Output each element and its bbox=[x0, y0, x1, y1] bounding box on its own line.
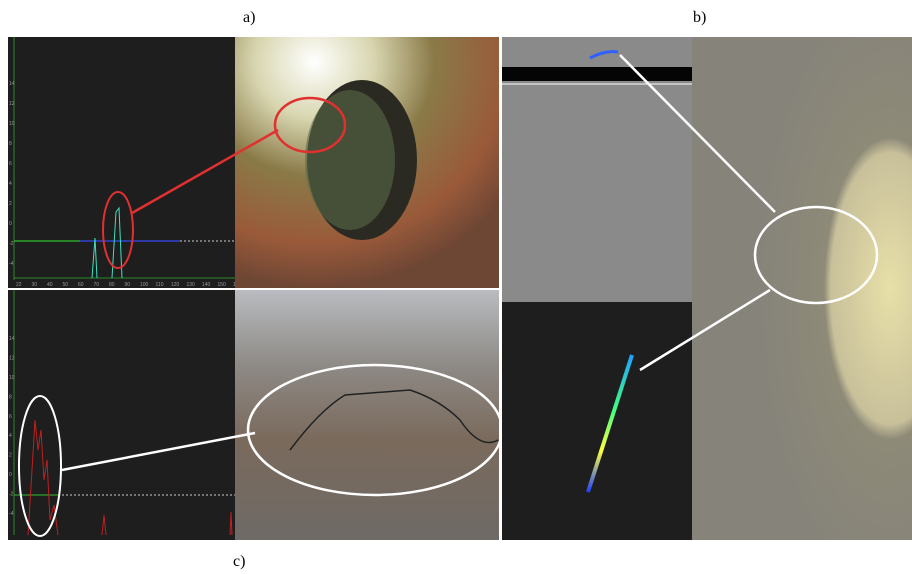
x-tick-label: 130 bbox=[187, 282, 196, 288]
x-tick-label: 50 bbox=[63, 282, 69, 288]
figure: a) b) c) 2230405060708090100110120130140… bbox=[0, 0, 912, 574]
y-tick-label: 14 bbox=[9, 81, 15, 87]
y-tick-label: -4 bbox=[9, 511, 14, 517]
photo bbox=[692, 37, 912, 540]
y-tick-label: 12 bbox=[9, 355, 15, 361]
y-tick-label: -2 bbox=[9, 241, 14, 247]
y-tick-label: 0 bbox=[9, 221, 12, 227]
photo bbox=[235, 290, 500, 540]
x-tick-label: 70 bbox=[94, 282, 100, 288]
x-tick-label: 80 bbox=[109, 282, 115, 288]
signal-plot bbox=[8, 37, 235, 288]
scan-view bbox=[502, 302, 692, 540]
photo-hole bbox=[305, 90, 395, 230]
y-tick-label: -4 bbox=[9, 261, 14, 267]
x-tick-label: 120 bbox=[171, 282, 180, 288]
y-tick-label: 8 bbox=[9, 141, 12, 147]
x-tick-label: 1 bbox=[233, 282, 236, 288]
y-tick-label: 6 bbox=[9, 414, 12, 420]
y-tick-label: 2 bbox=[9, 453, 12, 459]
scan-band bbox=[502, 67, 692, 81]
y-tick-label: 12 bbox=[9, 101, 15, 107]
panel-label: a) bbox=[243, 9, 255, 26]
y-tick-label: -2 bbox=[9, 492, 14, 498]
y-tick-label: 8 bbox=[9, 394, 12, 400]
x-tick-label: 30 bbox=[32, 282, 38, 288]
x-tick-label: 110 bbox=[156, 282, 164, 288]
y-tick-label: 10 bbox=[9, 375, 15, 381]
x-tick-label: 40 bbox=[47, 282, 53, 288]
y-tick-label: 4 bbox=[9, 433, 12, 439]
x-tick-label: 140 bbox=[202, 282, 211, 288]
panel-label: c) bbox=[233, 553, 245, 570]
y-tick-label: 0 bbox=[9, 472, 12, 478]
x-tick-label: 90 bbox=[125, 282, 131, 288]
y-tick-label: 10 bbox=[9, 121, 15, 127]
y-tick-label: 4 bbox=[9, 181, 12, 187]
x-tick-label: 22 bbox=[16, 282, 22, 288]
panel-label: b) bbox=[693, 9, 706, 26]
x-tick-label: 60 bbox=[78, 282, 84, 288]
signal-plot bbox=[8, 290, 235, 540]
x-tick-label: 100 bbox=[140, 282, 149, 288]
y-tick-label: 6 bbox=[9, 161, 12, 167]
x-tick-label: 150 bbox=[218, 282, 227, 288]
y-tick-label: 2 bbox=[9, 201, 12, 207]
y-tick-label: 14 bbox=[9, 336, 15, 342]
